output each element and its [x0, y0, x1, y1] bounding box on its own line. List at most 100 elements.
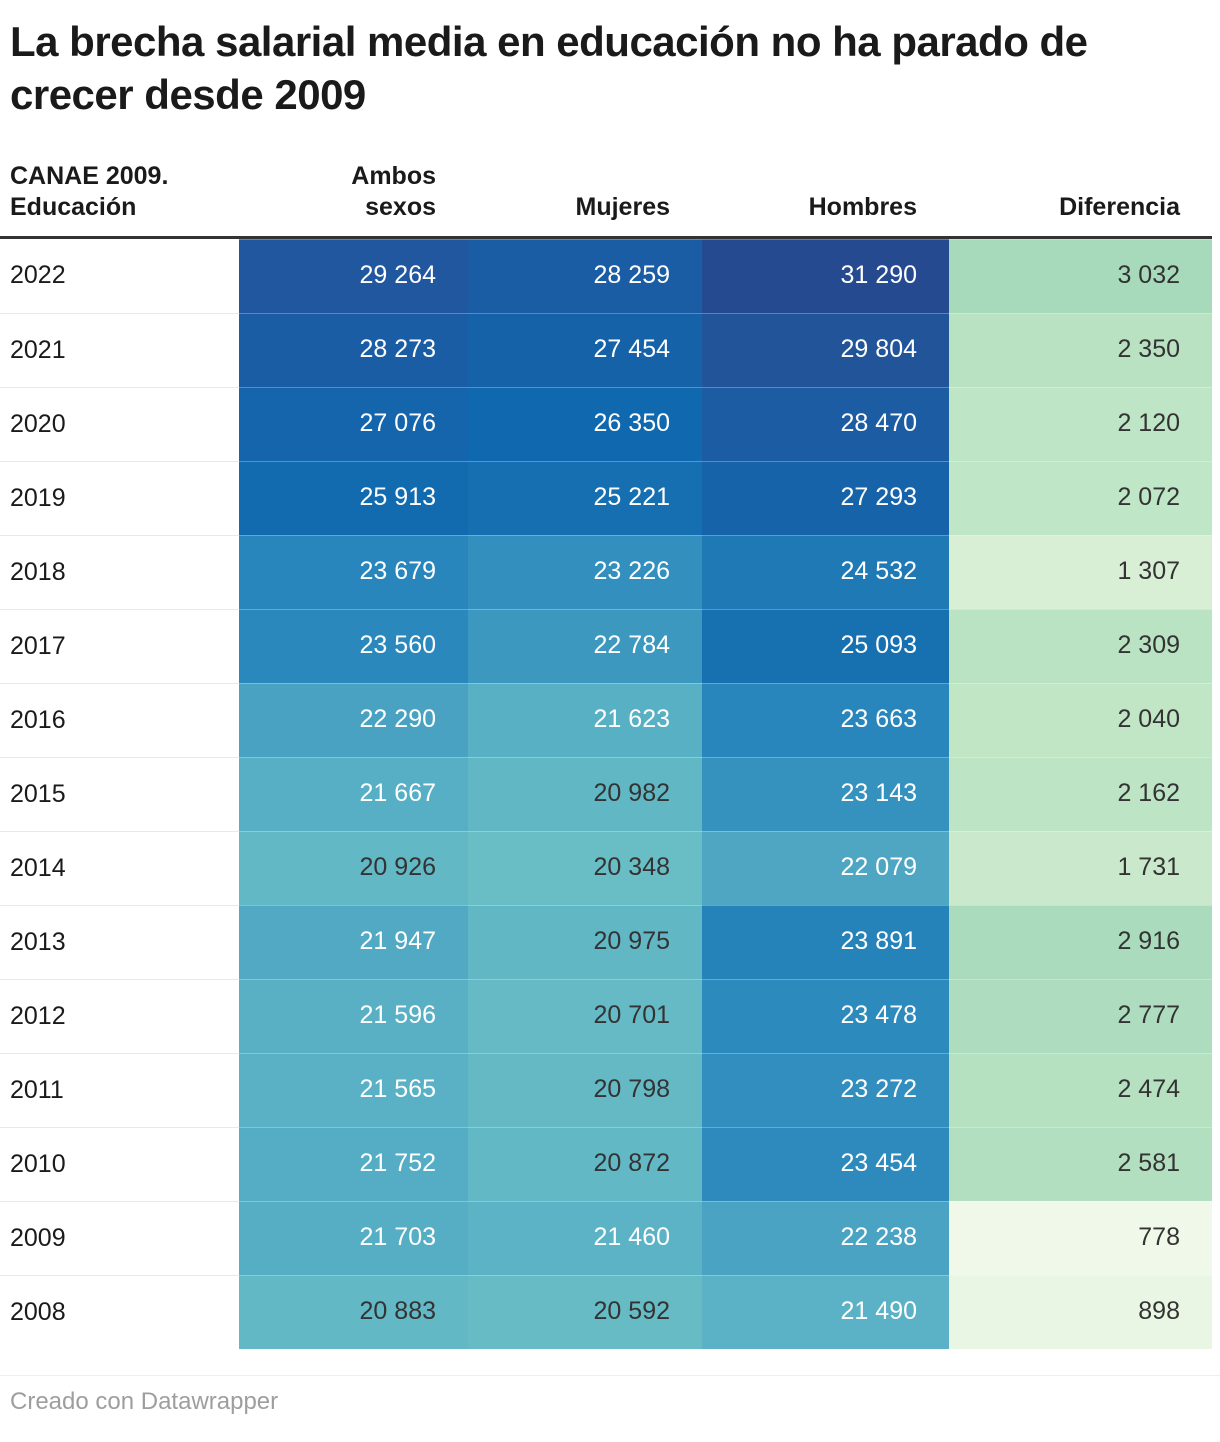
heatmap-value-cell: 27 293 [702, 460, 949, 535]
heatmap-value-cell: 2 474 [949, 1052, 1212, 1127]
row-year-label: 2009 [0, 1200, 239, 1275]
heatmap-value-cell: 2 777 [949, 978, 1212, 1053]
heatmap-value-cell: 25 913 [239, 460, 468, 535]
heatmap-value-cell: 21 623 [468, 682, 702, 757]
heatmap-value-cell: 2 072 [949, 460, 1212, 535]
heatmap-value-cell: 2 040 [949, 682, 1212, 757]
heatmap-value-cell: 29 804 [702, 312, 949, 387]
heatmap-value-cell: 23 663 [702, 682, 949, 757]
heatmap-value-cell: 23 454 [702, 1126, 949, 1201]
table-row: 2021 28 273 27 454 29 804 2 350 [0, 312, 1212, 387]
heatmap-value-cell: 29 264 [239, 238, 468, 313]
row-year-label: 2022 [10, 261, 66, 289]
heatmap-value-cell: 2 309 [949, 608, 1212, 683]
heatmap-value-cell: 20 592 [468, 1274, 702, 1349]
heatmap-value-cell: 27 076 [239, 386, 468, 461]
table-row: 2012 21 596 20 701 23 478 2 777 [0, 978, 1212, 1053]
table-row: 2019 25 913 25 221 27 293 2 072 [0, 460, 1212, 535]
table-row: 2016 22 290 21 623 23 663 2 040 [0, 682, 1212, 757]
heatmap-value-cell: 28 273 [239, 312, 468, 387]
table-row: 2018 23 679 23 226 24 532 1 307 [0, 534, 1212, 609]
row-year-label: 2011 [0, 1052, 239, 1127]
heatmap-value-cell: 21 490 [702, 1274, 949, 1349]
heatmap-value-cell: 23 226 [468, 534, 702, 609]
column-header-hombres: Hombres [808, 193, 917, 222]
heatmap-value-cell: 2 581 [949, 1126, 1212, 1201]
table-row: 2017 23 560 22 784 25 093 2 309 [0, 608, 1212, 683]
heatmap-value-cell: 28 470 [702, 386, 949, 461]
heatmap-value-cell: 3 032 [949, 238, 1212, 313]
heatmap-value-cell: 21 596 [239, 978, 468, 1053]
column-header-diferencia: Diferencia [1059, 193, 1180, 222]
heatmap-value-cell: 2 120 [949, 386, 1212, 461]
heatmap-value-cell: 22 784 [468, 608, 702, 683]
heatmap-value-cell: 25 093 [702, 608, 949, 683]
heatmap-value-cell: 23 478 [702, 978, 949, 1053]
table-row: 2015 21 667 20 982 23 143 2 162 [0, 756, 1212, 831]
row-year-label: 2013 [0, 904, 239, 979]
row-year-label: 2015 [0, 756, 239, 831]
heatmap-value-cell: 20 872 [468, 1126, 702, 1201]
heatmap-value-cell: 20 926 [239, 830, 468, 905]
heatmap-value-cell: 20 348 [468, 830, 702, 905]
column-header-ambos-sexos: Ambos sexos [351, 162, 436, 222]
row-year-label: 2020 [0, 386, 239, 461]
heatmap-value-cell: 20 798 [468, 1052, 702, 1127]
heatmap-value-cell: 28 259 [468, 238, 702, 313]
row-year-label: 2021 [0, 312, 239, 387]
row-year-label: 2010 [0, 1126, 239, 1201]
heatmap-value-cell: 22 079 [702, 830, 949, 905]
heatmap-value-cell: 31 290 [702, 238, 949, 313]
table-row: 2014 20 926 20 348 22 079 1 731 [0, 830, 1212, 905]
heatmap-value-cell: 21 752 [239, 1126, 468, 1201]
heatmap-value-cell: 22 290 [239, 682, 468, 757]
heatmap-value-cell: 27 454 [468, 312, 702, 387]
heatmap-value-cell: 20 982 [468, 756, 702, 831]
heatmap-value-cell: 23 891 [702, 904, 949, 979]
row-year-label: 2014 [0, 830, 239, 905]
table-header-row: CANAE 2009. Educación Ambos sexos Mujere… [0, 161, 1212, 239]
heatmap-value-cell: 21 460 [468, 1200, 702, 1275]
heatmap-value-cell: 20 701 [468, 978, 702, 1053]
table-row: 2009 21 703 21 460 22 238 778 [0, 1200, 1212, 1275]
heatmap-value-cell: 898 [949, 1274, 1212, 1349]
heatmap-value-cell: 2 916 [949, 904, 1212, 979]
heatmap-value-cell: 22 238 [702, 1200, 949, 1275]
row-year-label: 2017 [0, 608, 239, 683]
row-year-label: 2012 [0, 978, 239, 1053]
heatmap-value-cell: 2 162 [949, 756, 1212, 831]
heatmap-value-cell: 25 221 [468, 460, 702, 535]
heatmap-value-cell: 2 350 [949, 312, 1212, 387]
row-year-label: 2016 [0, 682, 239, 757]
row-year-label: 2019 [0, 460, 239, 535]
table-row: 2008 20 883 20 592 21 490 898 [0, 1274, 1212, 1349]
table-row: 2013 21 947 20 975 23 891 2 916 [0, 904, 1212, 979]
heatmap-value-cell: 23 679 [239, 534, 468, 609]
heatmap-value-cell: 24 532 [702, 534, 949, 609]
column-header-mujeres: Mujeres [575, 193, 670, 222]
row-year-label: 2018 [0, 534, 239, 609]
heatmap-value-cell: 20 975 [468, 904, 702, 979]
attribution-footer: Creado con Datawrapper [0, 1374, 1220, 1416]
column-header-canae-educacion: CANAE 2009. Educación [10, 162, 169, 222]
heatmap-value-cell: 1 731 [949, 830, 1212, 905]
heatmap-value-cell: 21 947 [239, 904, 468, 979]
heatmap-value-cell: 21 667 [239, 756, 468, 831]
heatmap-value-cell: 778 [949, 1200, 1212, 1275]
row-year-label: 2008 [0, 1274, 239, 1349]
datawrapper-table-page: La brecha salarial media en educación no… [0, 16, 1220, 1442]
heatmap-value-cell: 21 703 [239, 1200, 468, 1275]
table-body: 2022 29 264 28 259 31 290 3 032 2021 28 273 27 … [0, 238, 1212, 1349]
page-title: La brecha salarial media en educación no… [10, 18, 1088, 118]
heatmap-value-cell: 26 350 [468, 386, 702, 461]
heatmap-value-cell: 23 560 [239, 608, 468, 683]
heatmap-value-cell: 23 272 [702, 1052, 949, 1127]
table-row: 2020 27 076 26 350 28 470 2 120 [0, 386, 1212, 461]
table-row: 2011 21 565 20 798 23 272 2 474 [0, 1052, 1212, 1127]
salary-gap-table: CANAE 2009. Educación Ambos sexos Mujere… [0, 161, 1212, 1349]
table-row: 2010 21 752 20 872 23 454 2 581 [0, 1126, 1212, 1201]
table-row: 2022 29 264 28 259 31 290 3 032 [0, 238, 1212, 313]
heatmap-value-cell: 23 143 [702, 756, 949, 831]
heatmap-value-cell: 21 565 [239, 1052, 468, 1127]
heatmap-value-cell: 1 307 [949, 534, 1212, 609]
